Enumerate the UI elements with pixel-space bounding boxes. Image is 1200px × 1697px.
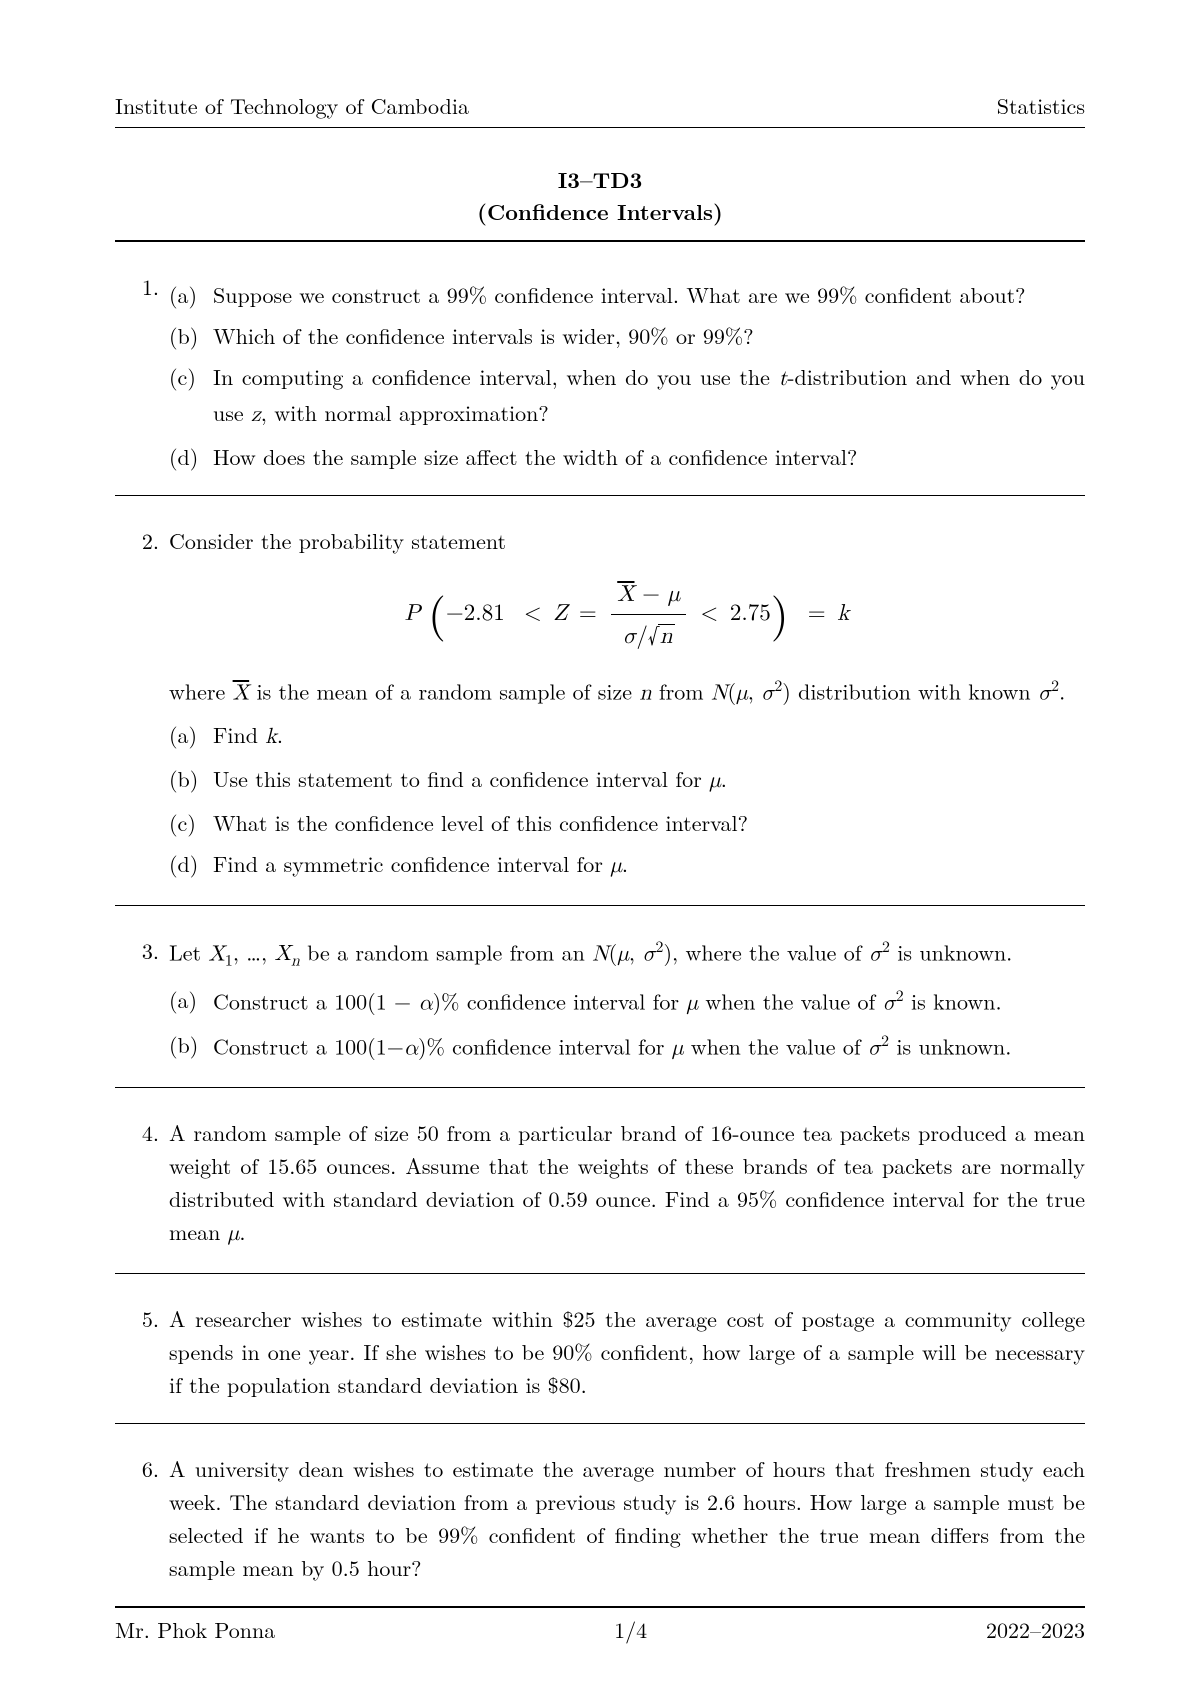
problem-body: Consider the probability statement P (−2… [169, 524, 1085, 883]
header-rule [115, 127, 1085, 128]
sub-3a: (a) Construct a 100(1 − α)% confidence i… [169, 983, 1085, 1020]
problem-body: Let X1, …, Xn be a random sample from an… [169, 934, 1085, 1065]
sub-2b: (b) Use this statement to find a confide… [169, 762, 1085, 798]
footer-row: Mr. Phok Ponna 1/4 2022–2023 [115, 1614, 1085, 1645]
sub-text: How does the sample size affect the widt… [213, 440, 1085, 473]
problem-num: 6. [115, 1452, 169, 1584]
sub-text: Suppose we construct a 99% confidence in… [213, 278, 1085, 311]
equals-k: k [837, 602, 849, 625]
sub-label: (b) [169, 1028, 213, 1065]
sub-text: Find k. [213, 718, 1085, 754]
title-line-2: (Confidence Intervals) [115, 196, 1085, 228]
content: 1. (a) Suppose we construct a 99% confid… [115, 242, 1085, 1607]
fraction: X − μ σ/n [611, 575, 686, 655]
sub-1b: (b) Which of the confidence intervals is… [169, 319, 1085, 352]
left-bound: −2.81 [446, 594, 505, 627]
sub-1a: (a) Suppose we construct a 99% confidenc… [169, 278, 1085, 311]
problem-body: (a) Suppose we construct a 99% confidenc… [169, 270, 1085, 473]
problem-4: 4. A random sample of size 50 from a par… [115, 1116, 1085, 1251]
problem-num: 3. [115, 934, 169, 1065]
page: Institute of Technology of Cambodia Stat… [0, 0, 1200, 1697]
problem-separator [115, 1087, 1085, 1088]
sub-2a: (a) Find k. [169, 718, 1085, 754]
problem-intro: Let X1, …, Xn be a random sample from an… [169, 934, 1085, 974]
sub-text: Find a symmetric confidence interval for… [213, 847, 1085, 883]
title-line-1: I3–TD3 [115, 164, 1085, 196]
sub-2d: (d) Find a symmetric confidence interval… [169, 847, 1085, 883]
sub-text: Use this statement to find a confidence … [213, 762, 1085, 798]
sub-text: What is the confidence level of this con… [213, 806, 1085, 839]
sub-text: Which of the confidence intervals is wid… [213, 319, 1085, 352]
problem-num: 1. [115, 270, 169, 473]
problem-num: 4. [115, 1116, 169, 1251]
sub-text: Construct a 100(1−α)% confidence interva… [213, 1028, 1085, 1065]
header-row: Institute of Technology of Cambodia Stat… [115, 90, 1085, 121]
problem-body: A university dean wishes to estimate the… [169, 1452, 1085, 1584]
sub-label: (d) [169, 440, 213, 473]
sub-1d: (d) How does the sample size affect the … [169, 440, 1085, 473]
sub-label: (d) [169, 847, 213, 883]
problem-body: A researcher wishes to estimate within $… [169, 1302, 1085, 1401]
right-bound: 2.75 [730, 594, 771, 627]
title-block: I3–TD3 (Confidence Intervals) [115, 164, 1085, 228]
problem-2: 2. Consider the probability statement P … [115, 524, 1085, 883]
sub-label: (c) [169, 360, 213, 432]
problem-separator [115, 1273, 1085, 1274]
footer-left: Mr. Phok Ponna [115, 1614, 275, 1645]
sub-label: (c) [169, 806, 213, 839]
problem-6: 6. A university dean wishes to estimate … [115, 1452, 1085, 1584]
sub-label: (a) [169, 983, 213, 1020]
footer-rule [115, 1607, 1085, 1608]
problem-5: 5. A researcher wishes to estimate withi… [115, 1302, 1085, 1401]
problem-intro: Consider the probability statement [169, 524, 1085, 557]
problem-num: 2. [115, 524, 169, 883]
footer-center: 1/4 [614, 1614, 647, 1645]
problem-body: A random sample of size 50 from a partic… [169, 1116, 1085, 1251]
problem-separator [115, 905, 1085, 906]
sub-text: Construct a 100(1 − α)% confidence inter… [213, 983, 1085, 1020]
sub-text: In computing a confidence interval, when… [213, 360, 1085, 432]
sub-label: (a) [169, 278, 213, 311]
sub-2c: (c) What is the confidence level of this… [169, 806, 1085, 839]
probability-formula: P (−2.81 < Z = X − μ σ/n < 2.75) = k [169, 575, 1085, 655]
sub-3b: (b) Construct a 100(1−α)% confidence int… [169, 1028, 1085, 1065]
header-right: Statistics [997, 90, 1085, 121]
problem-num: 5. [115, 1302, 169, 1401]
problem-post: where X is the mean of a random sample o… [169, 673, 1085, 710]
footer-right: 2022–2023 [986, 1614, 1085, 1645]
sub-label: (b) [169, 762, 213, 798]
sub-label: (a) [169, 718, 213, 754]
problem-3: 3. Let X1, …, Xn be a random sample from… [115, 934, 1085, 1065]
problem-separator [115, 1423, 1085, 1424]
problem-separator [115, 495, 1085, 496]
sub-label: (b) [169, 319, 213, 352]
problem-1: 1. (a) Suppose we construct a 99% confid… [115, 270, 1085, 473]
sub-1c: (c) In computing a confidence interval, … [169, 360, 1085, 432]
header-left: Institute of Technology of Cambodia [115, 90, 469, 121]
